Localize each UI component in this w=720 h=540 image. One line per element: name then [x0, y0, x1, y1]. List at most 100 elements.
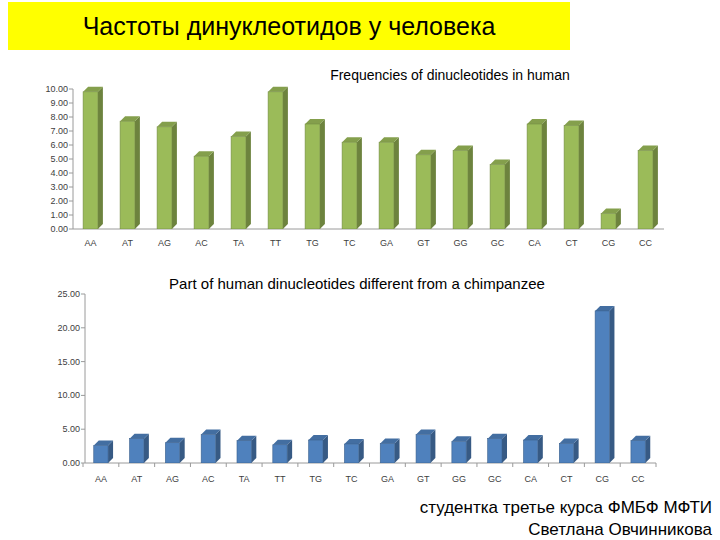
bar — [120, 121, 135, 229]
x-tick-label: GA — [380, 238, 393, 248]
x-tick — [620, 463, 621, 467]
y-tick — [69, 187, 73, 188]
y-tick — [69, 145, 73, 146]
x-tick-label: AA — [95, 474, 107, 484]
bar-top — [379, 137, 399, 142]
y-axis — [73, 89, 74, 229]
bar-side — [172, 122, 177, 229]
footer-text: студентка третье курса ФМБФ МФТИ — [420, 498, 712, 517]
bar-top — [309, 435, 328, 440]
bar — [379, 142, 394, 229]
x-tick — [83, 463, 84, 467]
x-tick-label: CG — [596, 474, 610, 484]
bar — [380, 443, 394, 463]
y-tick — [81, 395, 85, 396]
y-tick-label: 7.00 — [50, 126, 68, 136]
x-tick-label: CC — [632, 474, 645, 484]
y-tick — [69, 117, 73, 118]
y-tick-label: 0.00 — [50, 224, 68, 234]
x-tick-label: TT — [274, 474, 285, 484]
bar-side — [430, 430, 435, 463]
x-tick-label: TG — [310, 474, 323, 484]
slide-title: Частоты динуклеотидов у человека — [83, 12, 496, 40]
x-tick — [584, 463, 585, 467]
slide: Частоты динуклеотидов у человека Frequenc… — [0, 0, 720, 540]
bar-side — [283, 87, 288, 229]
bar-top — [631, 436, 650, 441]
bar-top — [305, 119, 325, 124]
bar — [201, 435, 215, 463]
bar — [527, 124, 542, 229]
y-tick — [69, 159, 73, 160]
bar-top — [564, 120, 584, 125]
bar-top — [380, 438, 399, 443]
x-tick — [441, 463, 442, 467]
bar-side — [216, 430, 221, 463]
y-tick — [69, 103, 73, 104]
x-tick-label: GC — [491, 238, 505, 248]
x-tick-label: CT — [560, 474, 572, 484]
bar — [309, 440, 323, 463]
bar — [490, 165, 505, 229]
bar-top — [201, 430, 220, 435]
x-tick-label: TG — [306, 238, 319, 248]
x-tick-label: AT — [122, 238, 133, 248]
x-tick-label: AC — [202, 474, 215, 484]
bar — [231, 137, 246, 229]
bar — [559, 443, 573, 463]
x-tick-label: GG — [453, 238, 467, 248]
bar-side — [468, 146, 473, 229]
bar — [631, 441, 645, 463]
y-tick-label: 8.00 — [50, 112, 68, 122]
bar — [130, 439, 144, 463]
x-tick-label: CC — [639, 238, 652, 248]
bar-top — [344, 439, 363, 444]
bar-top — [130, 434, 149, 439]
bar — [342, 142, 357, 229]
x-tick-label: AG — [158, 238, 171, 248]
chart: Part of human dinucleotides different fr… — [57, 275, 656, 484]
bar — [488, 439, 502, 463]
bar-side — [98, 87, 103, 229]
bar — [237, 441, 251, 463]
x-tick-label: CT — [566, 238, 578, 248]
y-tick — [69, 173, 73, 174]
bar-top — [157, 122, 177, 127]
x-tick-label: TA — [233, 238, 244, 248]
x-tick-label: TC — [346, 474, 358, 484]
y-tick-label: 6.00 — [50, 140, 68, 150]
chart-title: Frequencies of dinucleotides in human — [330, 67, 570, 83]
bar-side — [609, 306, 614, 463]
x-tick — [226, 463, 227, 467]
bar-top — [231, 132, 251, 137]
bar — [601, 214, 616, 229]
x-tick — [548, 463, 549, 467]
bar — [564, 125, 579, 229]
bar-side — [542, 119, 547, 229]
x-tick-label: GC — [488, 474, 502, 484]
bar-top — [165, 438, 184, 443]
y-tick — [81, 361, 85, 362]
bar — [165, 443, 179, 463]
x-tick-label: GT — [417, 474, 430, 484]
bar-side — [505, 160, 510, 229]
x-tick-label: CG — [602, 238, 616, 248]
y-tick-label: 10.00 — [45, 84, 68, 94]
x-tick-label: AC — [195, 238, 208, 248]
bar-top — [194, 151, 214, 156]
bars — [83, 87, 658, 229]
y-tick-label: 20.00 — [57, 323, 80, 333]
y-tick-label: 15.00 — [57, 357, 80, 367]
y-tick-label: 0.00 — [62, 458, 80, 468]
bar — [638, 151, 653, 229]
x-tick-label: CA — [524, 474, 537, 484]
y-tick-label: 3.00 — [50, 182, 68, 192]
bar-top — [94, 440, 113, 445]
x-tick-label: TA — [239, 474, 250, 484]
y-tick — [69, 201, 73, 202]
y-tick-label: 5.00 — [62, 424, 80, 434]
bar — [416, 155, 431, 229]
bar — [416, 435, 430, 463]
bar-top — [120, 116, 140, 121]
bar-top — [452, 436, 471, 441]
